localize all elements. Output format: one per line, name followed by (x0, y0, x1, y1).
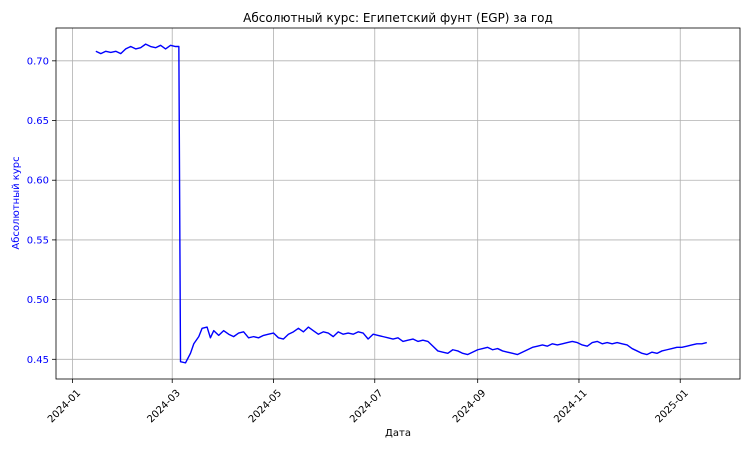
grid-layer (56, 28, 740, 379)
x-tick-label: 2024-07 (348, 388, 385, 425)
series-line (95, 43, 707, 364)
y-axis: 0.45 0.50 0.55 0.60 0.65 0.70 (27, 56, 56, 366)
series-layer (95, 43, 707, 364)
x-tick-label: 2024-09 (451, 388, 488, 425)
x-axis-label: Дата (385, 428, 411, 439)
chart-title: Абсолютный курс: Египетский фунт (EGP) з… (243, 11, 553, 25)
x-tick-label: 2025-01 (654, 388, 691, 425)
plot-frame (55, 27, 741, 380)
y-tick-label: 0.50 (27, 295, 49, 306)
y-tick-label: 0.65 (27, 116, 49, 127)
y-tick-label: 0.55 (27, 235, 49, 246)
x-tick-label: 2024-03 (146, 388, 183, 425)
x-tick-label: 2024-01 (46, 388, 83, 425)
x-axis: 2024-01 2024-03 2024-05 2024-07 2024-09 2024-… (46, 379, 691, 425)
y-tick-label: 0.70 (27, 56, 49, 67)
y-tick-label: 0.60 (27, 176, 49, 187)
x-tick-label: 2024-11 (552, 388, 589, 425)
x-tick-label: 2024-05 (247, 388, 284, 425)
y-tick-label: 0.45 (27, 355, 49, 366)
y-axis-label: Абсолютный курс (11, 156, 22, 249)
